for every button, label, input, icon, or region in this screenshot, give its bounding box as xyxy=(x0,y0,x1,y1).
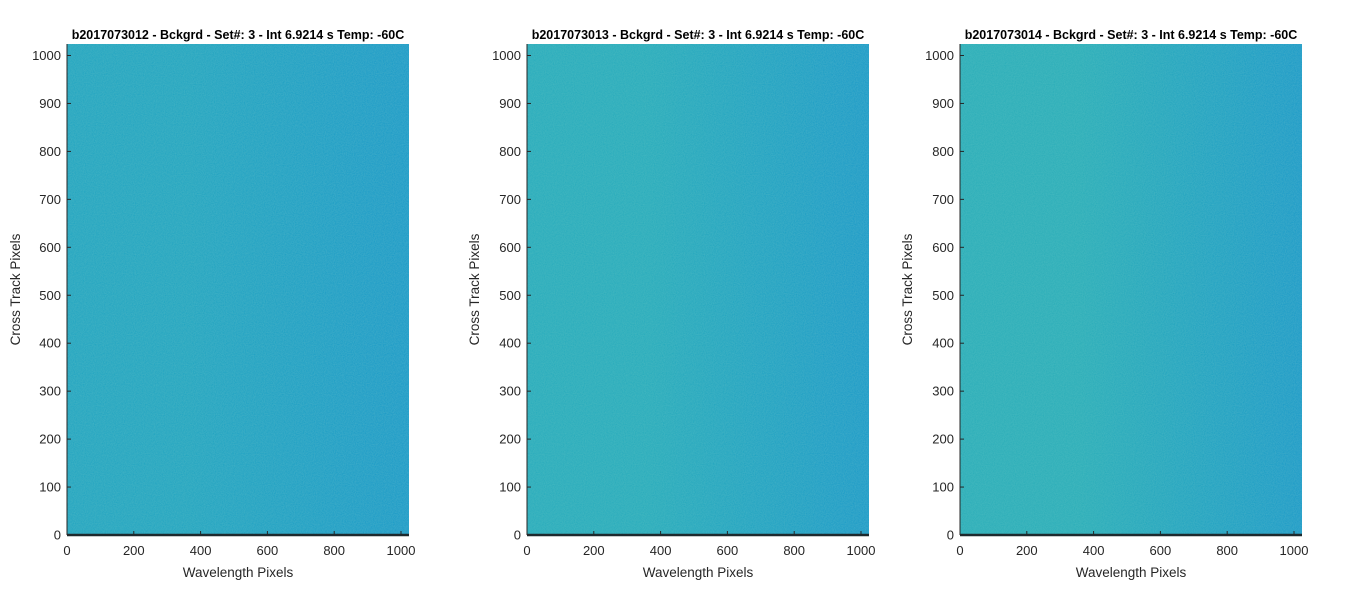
y-tick-label: 0 xyxy=(947,528,954,543)
y-axis-label: Cross Track Pixels xyxy=(8,233,23,345)
y-tick-label: 600 xyxy=(499,240,521,255)
y-tick-label: 200 xyxy=(39,432,61,447)
panel-title: b2017073013 - Bckgrd - Set#: 3 - Int 6.9… xyxy=(532,28,865,42)
x-tick-label: 400 xyxy=(650,543,672,558)
x-ticks: 0 200 400 600 800 1000 xyxy=(523,531,875,558)
panel-1: b2017073012 - Bckgrd - Set#: 3 - Int 6.9… xyxy=(8,28,415,580)
x-tick-label: 1000 xyxy=(847,543,876,558)
y-tick-label: 700 xyxy=(499,192,521,207)
y-tick-label: 600 xyxy=(39,240,61,255)
x-tick-label: 800 xyxy=(1216,543,1238,558)
y-tick-label: 800 xyxy=(499,144,521,159)
y-axis-label: Cross Track Pixels xyxy=(900,233,915,345)
x-tick-label: 400 xyxy=(190,543,212,558)
x-tick-label: 200 xyxy=(123,543,145,558)
panel-3: b2017073014 - Bckgrd - Set#: 3 - Int 6.9… xyxy=(900,28,1308,580)
x-tick-label: 0 xyxy=(63,543,70,558)
y-tick-label: 100 xyxy=(932,480,954,495)
y-tick-label: 200 xyxy=(499,432,521,447)
y-tick-label: 300 xyxy=(39,384,61,399)
x-tick-label: 600 xyxy=(1150,543,1172,558)
y-tick-label: 600 xyxy=(932,240,954,255)
panel-title: b2017073012 - Bckgrd - Set#: 3 - Int 6.9… xyxy=(72,28,405,42)
x-tick-label: 400 xyxy=(1083,543,1105,558)
y-tick-label: 900 xyxy=(39,96,61,111)
y-tick-label: 400 xyxy=(39,336,61,351)
y-ticks: 0 100 200 300 400 500 600 700 800 900 1000 xyxy=(925,48,964,543)
x-tick-label: 200 xyxy=(1016,543,1038,558)
y-tick-label: 800 xyxy=(39,144,61,159)
y-ticks: 0 100 200 300 400 500 600 700 800 900 1000 xyxy=(492,48,531,543)
y-tick-label: 0 xyxy=(54,528,61,543)
y-tick-label: 500 xyxy=(932,288,954,303)
x-tick-label: 600 xyxy=(257,543,279,558)
x-tick-label: 800 xyxy=(783,543,805,558)
heatmap-image xyxy=(960,44,1302,535)
y-tick-label: 300 xyxy=(932,384,954,399)
x-ticks: 0 200 400 600 800 1000 xyxy=(956,531,1308,558)
panel-2: b2017073013 - Bckgrd - Set#: 3 - Int 6.9… xyxy=(467,28,875,580)
y-tick-label: 900 xyxy=(499,96,521,111)
x-tick-label: 1000 xyxy=(387,543,416,558)
x-ticks: 0 200 400 600 800 1000 xyxy=(63,531,415,558)
y-tick-label: 900 xyxy=(932,96,954,111)
x-axis-label: Wavelength Pixels xyxy=(183,565,294,580)
x-tick-label: 200 xyxy=(583,543,605,558)
y-tick-label: 500 xyxy=(39,288,61,303)
y-tick-label: 400 xyxy=(499,336,521,351)
y-tick-label: 200 xyxy=(932,432,954,447)
y-tick-label: 1000 xyxy=(492,48,521,63)
x-axis-label: Wavelength Pixels xyxy=(643,565,754,580)
heatmap-image xyxy=(67,44,409,535)
y-tick-label: 700 xyxy=(932,192,954,207)
y-tick-label: 800 xyxy=(932,144,954,159)
y-tick-label: 300 xyxy=(499,384,521,399)
x-tick-label: 800 xyxy=(323,543,345,558)
x-tick-label: 0 xyxy=(523,543,530,558)
x-tick-label: 0 xyxy=(956,543,963,558)
y-ticks: 0 100 200 300 400 500 600 700 800 900 1000 xyxy=(32,48,71,543)
y-tick-label: 400 xyxy=(932,336,954,351)
y-tick-label: 700 xyxy=(39,192,61,207)
x-tick-label: 1000 xyxy=(1280,543,1309,558)
panel-title: b2017073014 - Bckgrd - Set#: 3 - Int 6.9… xyxy=(965,28,1298,42)
heatmap-image xyxy=(527,44,869,535)
y-tick-label: 1000 xyxy=(32,48,61,63)
y-tick-label: 100 xyxy=(499,480,521,495)
y-tick-label: 100 xyxy=(39,480,61,495)
y-tick-label: 500 xyxy=(499,288,521,303)
x-axis-label: Wavelength Pixels xyxy=(1076,565,1187,580)
y-tick-label: 0 xyxy=(514,528,521,543)
y-tick-label: 1000 xyxy=(925,48,954,63)
x-tick-label: 600 xyxy=(717,543,739,558)
y-axis-label: Cross Track Pixels xyxy=(467,233,482,345)
